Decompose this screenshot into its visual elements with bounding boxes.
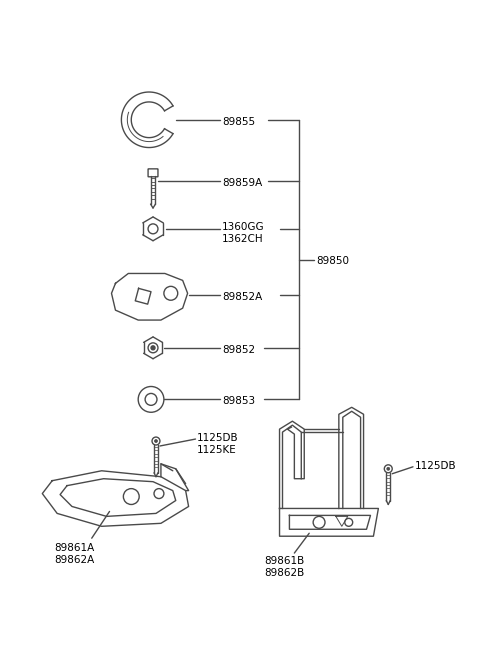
- Text: 89853: 89853: [222, 396, 255, 406]
- Text: 89862B: 89862B: [264, 568, 305, 578]
- Text: 89862A: 89862A: [54, 555, 95, 565]
- Text: 1125DB: 1125DB: [196, 433, 238, 443]
- Text: 1360GG: 1360GG: [222, 222, 265, 232]
- Text: 89861A: 89861A: [54, 543, 95, 553]
- Text: 89852A: 89852A: [222, 292, 263, 303]
- Text: 1125KE: 1125KE: [196, 445, 236, 455]
- Text: 89855: 89855: [222, 117, 255, 127]
- Text: 89861B: 89861B: [264, 556, 305, 566]
- Text: 89859A: 89859A: [222, 178, 263, 188]
- Text: 89852: 89852: [222, 345, 255, 355]
- Text: 89850: 89850: [316, 255, 349, 266]
- Text: 1362CH: 1362CH: [222, 234, 264, 244]
- Circle shape: [155, 440, 157, 443]
- Circle shape: [387, 467, 390, 470]
- Circle shape: [151, 346, 155, 350]
- Text: 1125DB: 1125DB: [415, 461, 456, 471]
